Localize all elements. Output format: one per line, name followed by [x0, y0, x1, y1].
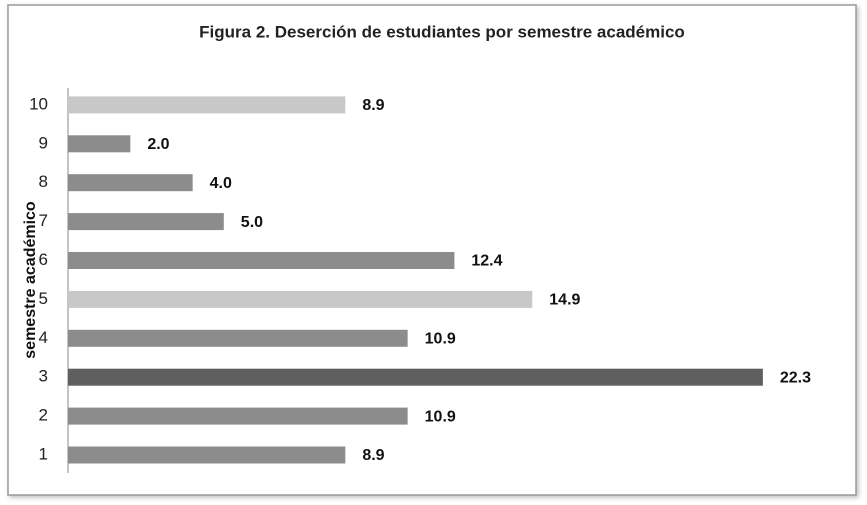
value-label: 4.0: [210, 175, 232, 192]
y-tick-label: 6: [39, 250, 48, 269]
value-label: 10.9: [425, 331, 456, 348]
value-label: 14.9: [549, 292, 580, 309]
y-tick-label: 2: [39, 406, 48, 425]
y-tick-label: 7: [39, 211, 48, 230]
y-tick-label: 5: [39, 289, 48, 308]
value-label: 22.3: [780, 369, 811, 386]
bar: [68, 446, 346, 464]
value-label: 8.9: [362, 97, 384, 114]
y-tick-label: 4: [39, 328, 48, 347]
bar: [68, 407, 408, 425]
bar: [68, 290, 533, 308]
bar: [68, 368, 763, 386]
bar: [68, 174, 193, 192]
value-label: 12.4: [471, 253, 502, 270]
y-tick-label: 9: [39, 133, 48, 152]
bar: [68, 135, 131, 153]
y-axis-label: semestre académico: [22, 201, 39, 359]
value-label: 5.0: [241, 214, 263, 231]
y-tick-label: 10: [29, 94, 48, 113]
y-tick-label: 1: [39, 444, 48, 463]
y-tick-label: 3: [39, 367, 48, 386]
bar: [68, 329, 408, 347]
bar: [68, 96, 346, 114]
y-tick-label: 8: [39, 172, 48, 191]
value-label: 8.9: [362, 447, 384, 464]
chart-title: Figura 2. Deserción de estudiantes por s…: [199, 22, 685, 41]
bar: [68, 213, 224, 231]
value-label: 10.9: [425, 408, 456, 425]
value-label: 2.0: [147, 136, 169, 153]
bar: [68, 252, 455, 269]
